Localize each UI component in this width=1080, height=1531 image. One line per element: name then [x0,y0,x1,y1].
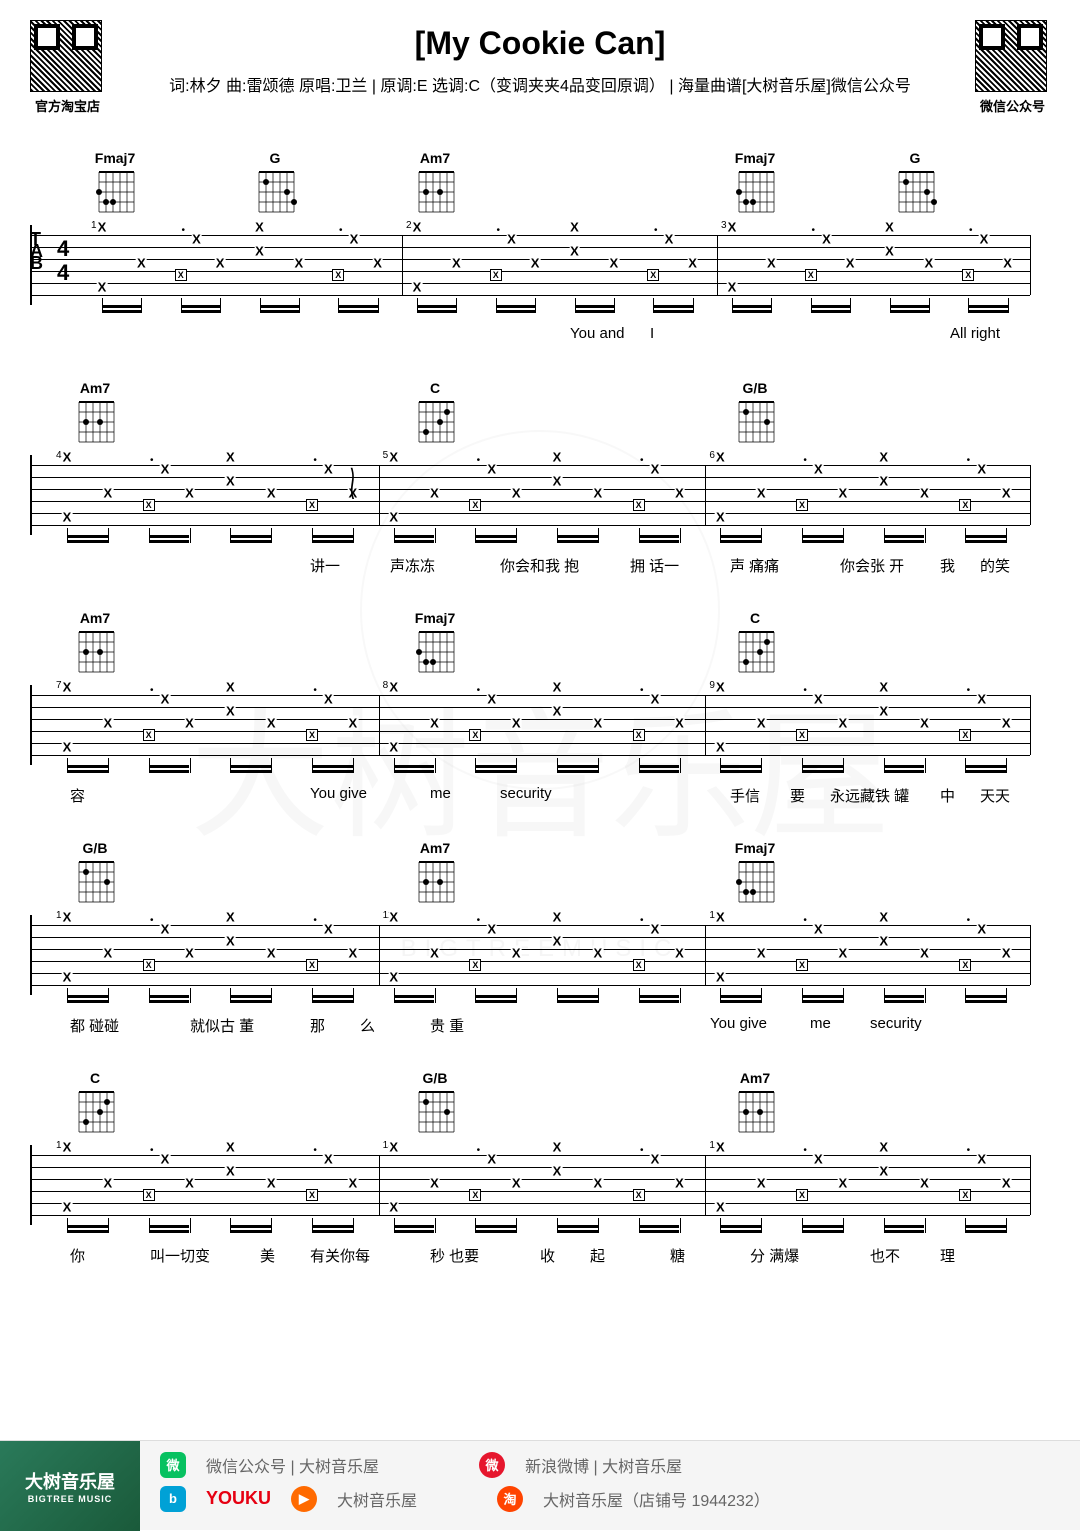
tab-staff: 4XXXXXXXXXXXX••5XXXXXXXXXXXX••6XXXXXXXXX… [30,455,1030,535]
lyric-text: 你 [70,1245,85,1266]
chord-diagram: G/B [730,380,780,448]
lyric-text: 声冻冻 [390,555,435,576]
lyric-text: 都 碰碰 [70,1015,119,1036]
qr-code-right: 微信公众号 [975,20,1050,115]
lyric-text: 叫一切变 [150,1245,210,1266]
lyric-text: You give [310,785,367,802]
lyric-text: 你会张 开 [840,555,904,576]
chord-diagram: Fmaj7 [730,840,780,908]
lyric-text: me [810,1015,831,1032]
chord-diagram: G [250,150,300,218]
bilibili-icon: b [160,1486,186,1512]
tab-row: Fmaj7 G Am7 Fmaj7 G TAB441XXXXXXXXXXXX••… [30,150,1050,345]
lyric-text: 的笑 [980,555,1010,576]
lyric-text: 有关你每 [310,1245,370,1266]
weibo-icon: 微 [479,1452,505,1478]
footer-logo-sub: BIGTREE MUSIC [28,1494,113,1504]
lyric-text: 要 [790,785,805,806]
footer-link-wechat: 微信公众号 | 大树音乐屋 [206,1453,379,1477]
tab-staff: 10XXXXXXXXXXXX••11XXXXXXXXXXXX••12XXXXXX… [30,915,1030,995]
chord-diagram: Fmaj7 [410,610,460,678]
chord-diagram: Am7 [410,840,460,908]
lyric-text: You give [710,1015,767,1032]
chord-diagram: Am7 [730,1070,780,1138]
tab-row: Am7 C G/B 4XXXXXXXXXXXX••5XXXXXXXXXXXX••… [30,380,1050,575]
wechat-icon: 微 [160,1452,186,1478]
tab-row: Am7 Fmaj7 C 7XXXXXXXXXXXX••8XXXXXXXXXXXX… [30,610,1050,805]
lyrics-row: 都 碰碰 就似古 董 那 么 贵 重 You give me security [30,1015,1050,1035]
lyric-text: 起 [590,1245,605,1266]
lyric-text: 那 [310,1015,325,1036]
song-subtitle: 词:林夕 曲:雷颂德 原唱:卫兰 | 原调:E 选调:C（变调夹夹4品变回原调）… [30,72,1050,96]
lyric-text: security [870,1015,922,1032]
qr-right-label: 微信公众号 [975,96,1050,115]
lyric-text: 中 [940,785,955,806]
lyric-text: 理 [940,1245,955,1266]
youku-icon: YOUKU [206,1488,271,1509]
lyrics-row: 你 叫一切变 美 有关你每 秒 也要 收 起 糖 分 满爆 也不 理 [30,1245,1050,1265]
lyrics-row: You and I All right [30,325,1050,345]
lyric-text: 贵 重 [430,1015,464,1036]
chord-diagram: C [730,610,780,678]
tab-staff: 7XXXXXXXXXXXX••8XXXXXXXXXXXX••9XXXXXXXXX… [30,685,1030,765]
tab-staff: 13XXXXXXXXXXXX••14XXXXXXXXXXXX••15XXXXXX… [30,1145,1030,1225]
footer-link-weibo: 新浪微博 | 大树音乐屋 [525,1453,682,1477]
footer-logo: 大树音乐屋 BIGTREE MUSIC [0,1441,140,1531]
lyrics-row: 容 You give me security 手信 要 永远藏铁 罐 中 天天 [30,785,1050,805]
lyric-text: 就似古 董 [190,1015,254,1036]
tab-label: TAB [30,233,43,269]
lyric-text: 拥 话一 [630,555,679,576]
lyric-text: 糖 [670,1245,685,1266]
tab-row: G/B Am7 Fmaj7 10XXXXXXXXXXXX••11XXXXXXXX… [30,840,1050,1035]
lyric-text: 么 [360,1015,375,1036]
time-signature: 44 [57,237,69,285]
lyric-text: 声 痛痛 [730,555,779,576]
footer-logo-main: 大树音乐屋 [25,1468,115,1494]
lyric-text: All right [950,325,1000,342]
lyric-text: 永远藏铁 罐 [830,785,909,806]
lyric-text: 秒 也要 [430,1245,479,1266]
footer: 大树音乐屋 BIGTREE MUSIC 微 微信公众号 | 大树音乐屋 微 新浪… [0,1440,1080,1530]
chord-diagram: C [70,1070,120,1138]
footer-link-video: 大树音乐屋 [337,1487,417,1511]
song-title: [My Cookie Can] [30,20,1050,62]
header: 官方淘宝店 微信公众号 [My Cookie Can] 词:林夕 曲:雷颂德 原… [30,20,1050,130]
lyric-text: You and [570,325,625,342]
chord-diagram: Am7 [70,610,120,678]
lyric-text: I [650,325,654,342]
chord-diagram: Am7 [410,150,460,218]
qr-left-label: 官方淘宝店 [30,96,105,115]
tab-row: C G/B Am7 13XXXXXXXXXXXX••14XXXXXXXXXXXX… [30,1070,1050,1265]
lyric-text: 容 [70,785,85,806]
lyric-text: 讲一 [310,555,340,576]
taobao-icon: 淘 [497,1486,523,1512]
chord-diagram: Am7 [70,380,120,448]
footer-link-taobao: 大树音乐屋（店铺号 1944232） [543,1487,770,1511]
chord-diagram: Fmaj7 [730,150,780,218]
tab-sheet: Fmaj7 G Am7 Fmaj7 G TAB441XXXXXXXXXXXX••… [30,150,1050,1265]
tab-staff: TAB441XXXXXXXXXXXX••2XXXXXXXXXXXX••3XXXX… [30,225,1030,305]
play-icon: ▶ [291,1486,317,1512]
lyric-text: 分 满爆 [750,1245,799,1266]
chord-diagram: G [890,150,940,218]
chord-diagram: C [410,380,460,448]
lyric-text: 美 [260,1245,275,1266]
lyric-text: security [500,785,552,802]
qr-code-left: 官方淘宝店 [30,20,105,115]
chord-diagram: Fmaj7 [90,150,140,218]
lyric-text: 我 [940,555,955,576]
lyric-text: 收 [540,1245,555,1266]
chord-diagram: G/B [410,1070,460,1138]
lyric-text: 天天 [980,785,1010,806]
lyric-text: 你会和我 抱 [500,555,579,576]
chord-diagram: G/B [70,840,120,908]
lyrics-row: 讲一 声冻冻 你会和我 抱 拥 话一 声 痛痛 你会张 开 我 的笑 [30,555,1050,575]
lyric-text: me [430,785,451,802]
lyric-text: 手信 [730,785,760,806]
lyric-text: 也不 [870,1245,900,1266]
